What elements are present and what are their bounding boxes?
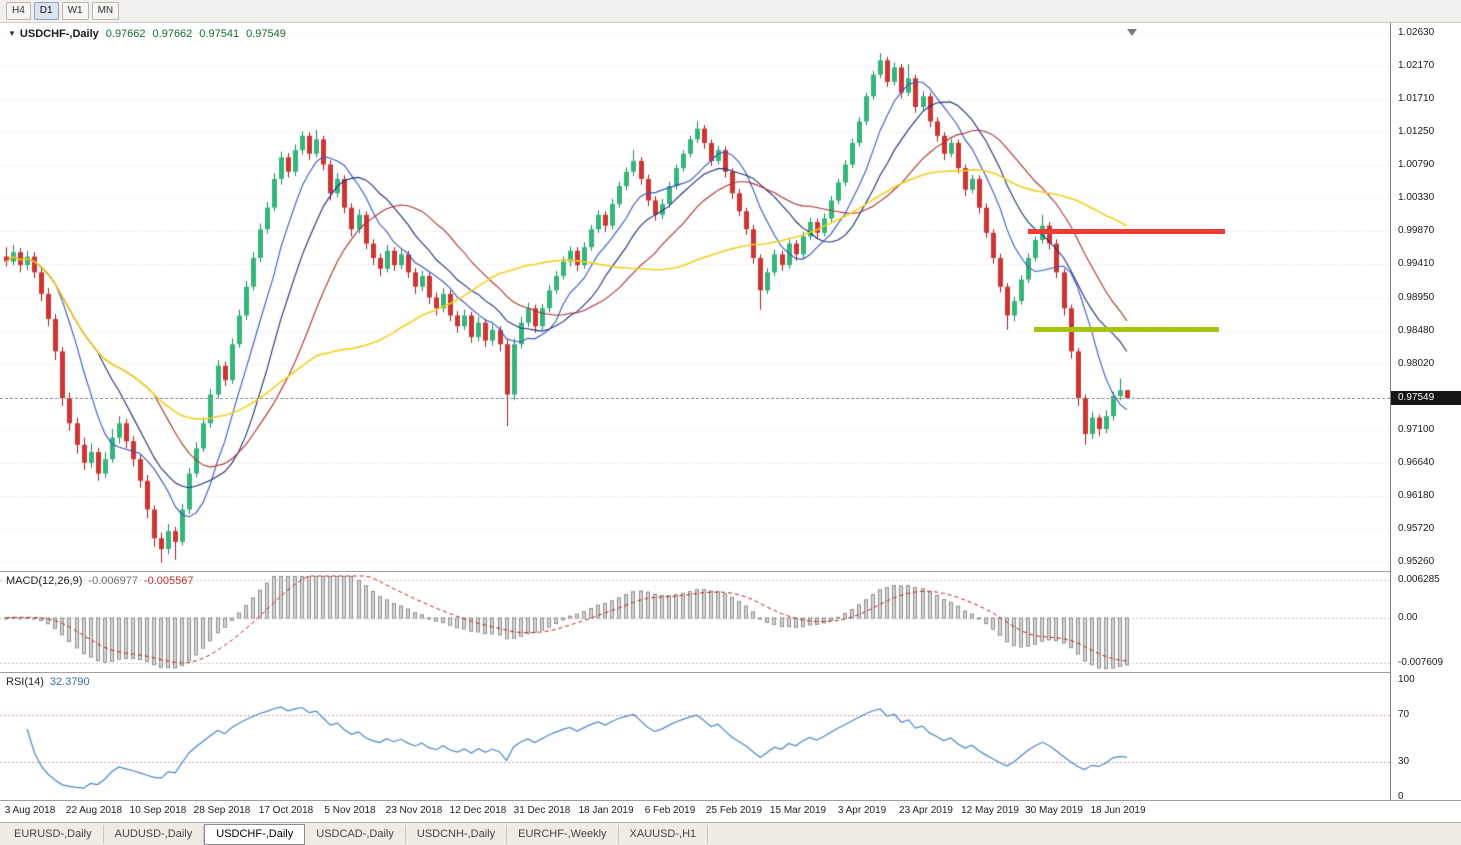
rsi-value: 32.3790 xyxy=(49,676,90,688)
date-tick-label: 17 Oct 2018 xyxy=(258,805,314,816)
date-tick-label: 10 Sep 2018 xyxy=(129,805,187,816)
macd-name: MACD(12,26,9) xyxy=(6,575,83,587)
price-tick-label: 0.98480 xyxy=(1398,324,1435,336)
chart-tab-usdcnh[interactable]: USDCNH-,Daily xyxy=(406,825,508,844)
price-tick-label: 0.95720 xyxy=(1398,522,1435,534)
date-tick-label: 30 May 2019 xyxy=(1025,805,1083,816)
symbol-label: USDCHF-,Daily xyxy=(19,28,99,40)
chart-tab-eurusd[interactable]: EURUSD-,Daily xyxy=(3,825,104,844)
chart-tab-usdcad[interactable]: USDCAD-,Daily xyxy=(305,825,406,844)
date-tick-label: 6 Feb 2019 xyxy=(644,805,696,816)
chart-tab-usdchf[interactable]: USDCHF-,Daily xyxy=(204,824,306,845)
date-tick-label: 12 Dec 2018 xyxy=(449,805,507,816)
macd-tick-label: 0.006285 xyxy=(1398,574,1440,586)
price-tick-label: 0.96180 xyxy=(1398,489,1435,501)
price-tick-label: 0.96640 xyxy=(1398,456,1435,468)
rsi-tick-label: 100 xyxy=(1398,674,1415,685)
price-tick-label: 0.99870 xyxy=(1398,225,1435,237)
ohlc-close: 0.97549 xyxy=(246,28,286,40)
rsi-tick-label: 70 xyxy=(1398,709,1410,721)
panel-separator[interactable] xyxy=(0,672,1461,673)
date-tick-label: 12 May 2019 xyxy=(961,805,1019,816)
date-tick-label: 3 Aug 2018 xyxy=(4,805,56,816)
time-axis[interactable]: 3 Aug 2018 22 Aug 2018 10 Sep 2018 28 Sep 2… xyxy=(0,801,1461,822)
chart-tab-eurchf[interactable]: EURCHF-,Weekly xyxy=(507,825,619,844)
price-tick-label: 0.98950 xyxy=(1398,291,1435,303)
date-tick-label: 18 Jun 2019 xyxy=(1090,805,1146,816)
ohlc-low: 0.97541 xyxy=(199,28,240,40)
rsi-tick-label: 30 xyxy=(1398,755,1410,767)
date-tick-label: 25 Feb 2019 xyxy=(705,805,763,816)
rsi-panel-plot[interactable] xyxy=(0,673,1390,800)
rsi-indicator-label: RSI(14) 32.3790 xyxy=(6,676,90,688)
macd-indicator-label: MACD(12,26,9) -0.006977 -0.005567 xyxy=(6,575,194,587)
ohlc-high: 0.97662 xyxy=(152,28,193,40)
price-tick-label: 1.02170 xyxy=(1398,60,1435,72)
collapse-triangle-icon[interactable]: ▼ xyxy=(8,29,16,38)
panel-separator[interactable] xyxy=(0,571,1461,572)
date-tick-label: 18 Jan 2019 xyxy=(578,805,634,816)
chart-tab-audusd[interactable]: AUDUSD-,Daily xyxy=(104,825,205,844)
macd-main-value: -0.006977 xyxy=(88,575,138,587)
price-tick-label: 0.95260 xyxy=(1398,556,1435,567)
price-tick-label: 0.97100 xyxy=(1398,423,1435,435)
date-tick-label: 3 Apr 2019 xyxy=(837,805,887,816)
macd-signal-value: -0.005567 xyxy=(143,575,194,587)
chart-window: ▼ USDCHF-,Daily 0.97662 0.97662 0.97541 0.975… xyxy=(0,23,1461,802)
rsi-name: RSI(14) xyxy=(6,676,44,688)
price-tick-label: 1.01710 xyxy=(1398,93,1435,105)
support-line[interactable] xyxy=(1034,327,1219,333)
timeframe-button-d1[interactable]: D1 xyxy=(33,2,59,20)
chart-shift-marker-icon[interactable] xyxy=(1127,29,1137,36)
price-tick-label: 1.02630 xyxy=(1398,27,1435,38)
timeframe-toolbar: H4 D1 W1 MN xyxy=(0,0,1461,23)
macd-tick-label: -0.007609 xyxy=(1398,656,1444,668)
macd-tick-label: 0.00 xyxy=(1398,611,1418,623)
price-tick-label: 1.00330 xyxy=(1398,192,1435,204)
price-axis[interactable]: 1.02630 1.02170 1.01710 1.01250 1.00790 1.003… xyxy=(1390,23,1461,802)
current-price-badge: 0.97549 xyxy=(1391,391,1461,406)
current-price-line xyxy=(0,398,1390,400)
date-tick-label: 23 Apr 2019 xyxy=(899,805,953,816)
timeframe-button-mn[interactable]: MN xyxy=(91,2,120,20)
price-tick-label: 0.99410 xyxy=(1398,258,1435,270)
date-tick-label: 23 Nov 2018 xyxy=(385,805,443,816)
date-tick-label: 5 Nov 2018 xyxy=(324,805,376,816)
ohlc-open: 0.97662 xyxy=(105,28,146,40)
main-chart-plot[interactable] xyxy=(0,23,1390,571)
price-tick-label: 1.00790 xyxy=(1398,159,1435,171)
timeframe-button-w1[interactable]: W1 xyxy=(61,2,89,20)
date-tick-label: 28 Sep 2018 xyxy=(193,805,251,816)
date-tick-label: 22 Aug 2018 xyxy=(65,805,123,816)
resistance-line[interactable] xyxy=(1028,228,1225,234)
price-tick-label: 0.98020 xyxy=(1398,357,1435,369)
chart-tab-xauusd[interactable]: XAUUSD-,H1 xyxy=(619,825,709,844)
chart-ohlc-header: ▼ USDCHF-,Daily 0.97662 0.97662 0.97541 0.975… xyxy=(8,28,286,40)
timeframe-button-h4[interactable]: H4 xyxy=(6,2,31,20)
date-tick-label: 31 Dec 2018 xyxy=(513,805,571,816)
macd-panel-plot[interactable] xyxy=(0,572,1390,672)
panel-separator[interactable] xyxy=(0,800,1461,801)
rsi-tick-label: 0 xyxy=(1398,791,1404,802)
date-tick-label: 15 Mar 2019 xyxy=(769,805,827,816)
price-tick-label: 1.01250 xyxy=(1398,126,1435,138)
chart-tab-bar: EURUSD-,Daily AUDUSD-,Daily USDCHF-,Dail… xyxy=(0,822,1461,845)
